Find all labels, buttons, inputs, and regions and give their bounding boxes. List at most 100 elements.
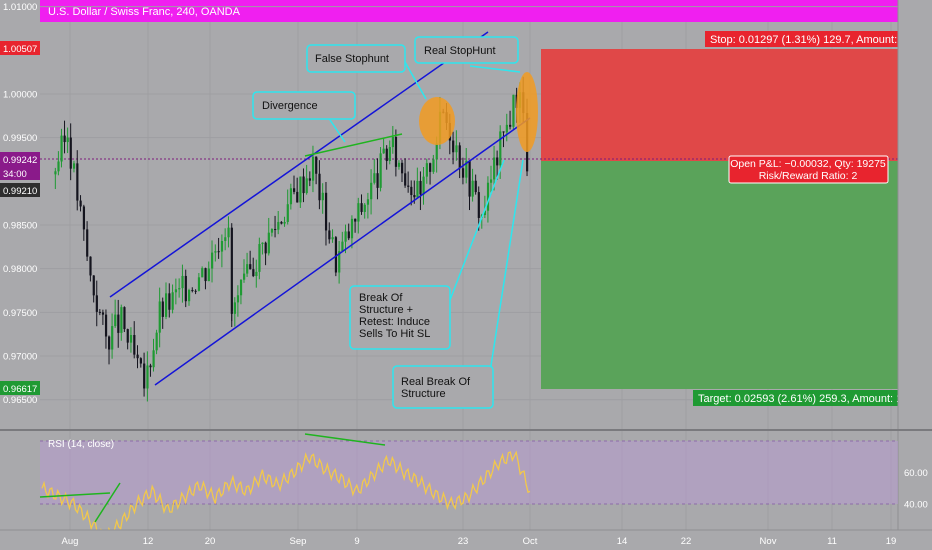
- candle-body: [512, 94, 515, 127]
- candle-body: [181, 275, 184, 289]
- candle-body: [86, 229, 89, 257]
- candle-body: [201, 268, 204, 278]
- bos-line-1: Break Of: [359, 292, 403, 304]
- candle-body: [308, 178, 311, 181]
- candle-body: [66, 137, 69, 143]
- channel-upper-line[interactable]: [109, 31, 489, 298]
- candle-body: [79, 200, 82, 207]
- candle-body: [191, 290, 194, 292]
- real-stophunt-highlight[interactable]: [516, 72, 538, 152]
- channel-lower-line[interactable]: [154, 117, 531, 386]
- price-tick-label: 1.01000: [3, 2, 37, 13]
- candle-body: [489, 179, 493, 183]
- rsi-tick-label: 40.00: [904, 500, 928, 511]
- candle-body: [354, 218, 357, 222]
- candle-body: [382, 148, 385, 154]
- candle-body: [236, 295, 240, 303]
- false-stophunt-callout[interactable]: False Stophunt: [306, 44, 406, 73]
- candle-body: [458, 145, 461, 169]
- candle-body: [328, 230, 331, 240]
- candle-body: [373, 173, 376, 183]
- candle-body: [416, 180, 419, 198]
- candle-body: [277, 221, 280, 230]
- real-break-of-structure-callout[interactable]: Real Break Of Structure: [392, 365, 494, 409]
- candle-body: [224, 237, 227, 241]
- candle-body: [499, 131, 502, 166]
- candle-body: [270, 229, 274, 233]
- candle-body: [143, 363, 146, 389]
- candle-body: [283, 221, 286, 224]
- candle-body: [311, 156, 315, 181]
- candle-body: [341, 241, 344, 252]
- candle-body: [366, 199, 370, 205]
- candle-body: [357, 203, 360, 222]
- candle-body: [379, 153, 382, 188]
- time-tick-label: Oct: [523, 536, 538, 547]
- target-price-badge: 0.96617: [3, 384, 37, 395]
- candle-body: [347, 231, 350, 239]
- false-stophunt-highlight[interactable]: [419, 97, 455, 145]
- candle-body: [57, 161, 60, 172]
- candle-body: [136, 354, 139, 359]
- time-tick-label: 9: [354, 536, 359, 547]
- price-tick-label: 0.97500: [3, 308, 37, 319]
- time-tick-label: 12: [143, 536, 154, 547]
- candle-body: [233, 302, 237, 314]
- real-stophunt-callout[interactable]: Real StopHunt: [414, 36, 519, 64]
- time-axis[interactable]: Aug 12 20 Sep 9 23 Oct 14 22 Nov 11 19: [62, 536, 897, 547]
- callout-pointers: [327, 61, 524, 373]
- candle-body: [461, 168, 465, 178]
- header-bar: [40, 0, 898, 22]
- price-axis[interactable]: 1.01000 1.00000 0.99500 0.98500 0.98000 0.975…: [3, 2, 37, 406]
- candle-body: [305, 178, 308, 194]
- rsi-line: [41, 450, 531, 544]
- countdown-badge: 34:00: [3, 169, 27, 180]
- candle-body: [486, 182, 490, 211]
- time-tick-label: Aug: [62, 536, 79, 547]
- false-stophunt-label: False Stophunt: [315, 53, 389, 65]
- candle-body: [258, 244, 261, 272]
- right-axis-panel: [898, 0, 932, 550]
- candle-body: [267, 232, 270, 254]
- candle-body: [120, 307, 123, 333]
- candle-body: [397, 162, 401, 167]
- candle-body: [117, 314, 120, 333]
- divergence-callout[interactable]: Divergence: [252, 91, 356, 120]
- candle-body: [168, 293, 171, 310]
- candle-body: [474, 180, 477, 193]
- candle-body: [496, 157, 499, 166]
- candle-body: [370, 182, 373, 200]
- divergence-line[interactable]: [304, 133, 403, 157]
- candle-body: [404, 173, 407, 186]
- rsi-divergence-line[interactable]: [304, 433, 386, 446]
- rbos-line-1: Real Break Of: [401, 376, 471, 388]
- candle-body: [344, 231, 347, 242]
- candle-body: [155, 332, 158, 351]
- break-of-structure-callout[interactable]: Break Of Structure + Retest: Induce Sell…: [349, 285, 451, 350]
- candle-body: [261, 242, 264, 245]
- candle-body: [331, 237, 334, 240]
- candle-body: [95, 295, 98, 312]
- divergence-label: Divergence: [262, 100, 318, 112]
- rsi-trend-line-1[interactable]: [39, 492, 111, 498]
- candle-body: [376, 173, 379, 188]
- time-tick-label: 20: [205, 536, 216, 547]
- candle-body: [471, 180, 474, 197]
- candle-body: [129, 335, 133, 343]
- candle-body: [413, 195, 416, 198]
- svg-text:Target: 0.02593 (2.61%) 259.3,: Target: 0.02593 (2.61%) 259.3, Amount: 1…: [698, 393, 908, 405]
- candle-body: [483, 210, 487, 216]
- candle-body: [101, 312, 105, 315]
- candle-body: [146, 365, 149, 389]
- risk-reward-text: Risk/Reward Ratio: 2: [759, 170, 858, 182]
- candle-body: [321, 192, 324, 201]
- candle-body: [207, 268, 210, 282]
- stop-price-badge: 1.00507: [3, 44, 37, 55]
- rsi-trend-line-2[interactable]: [94, 482, 121, 523]
- candle-body: [315, 156, 318, 174]
- candle-body: [54, 171, 57, 175]
- candle-body: [139, 358, 142, 364]
- candle-body: [123, 307, 126, 330]
- bos-line-2: Structure +: [359, 304, 413, 316]
